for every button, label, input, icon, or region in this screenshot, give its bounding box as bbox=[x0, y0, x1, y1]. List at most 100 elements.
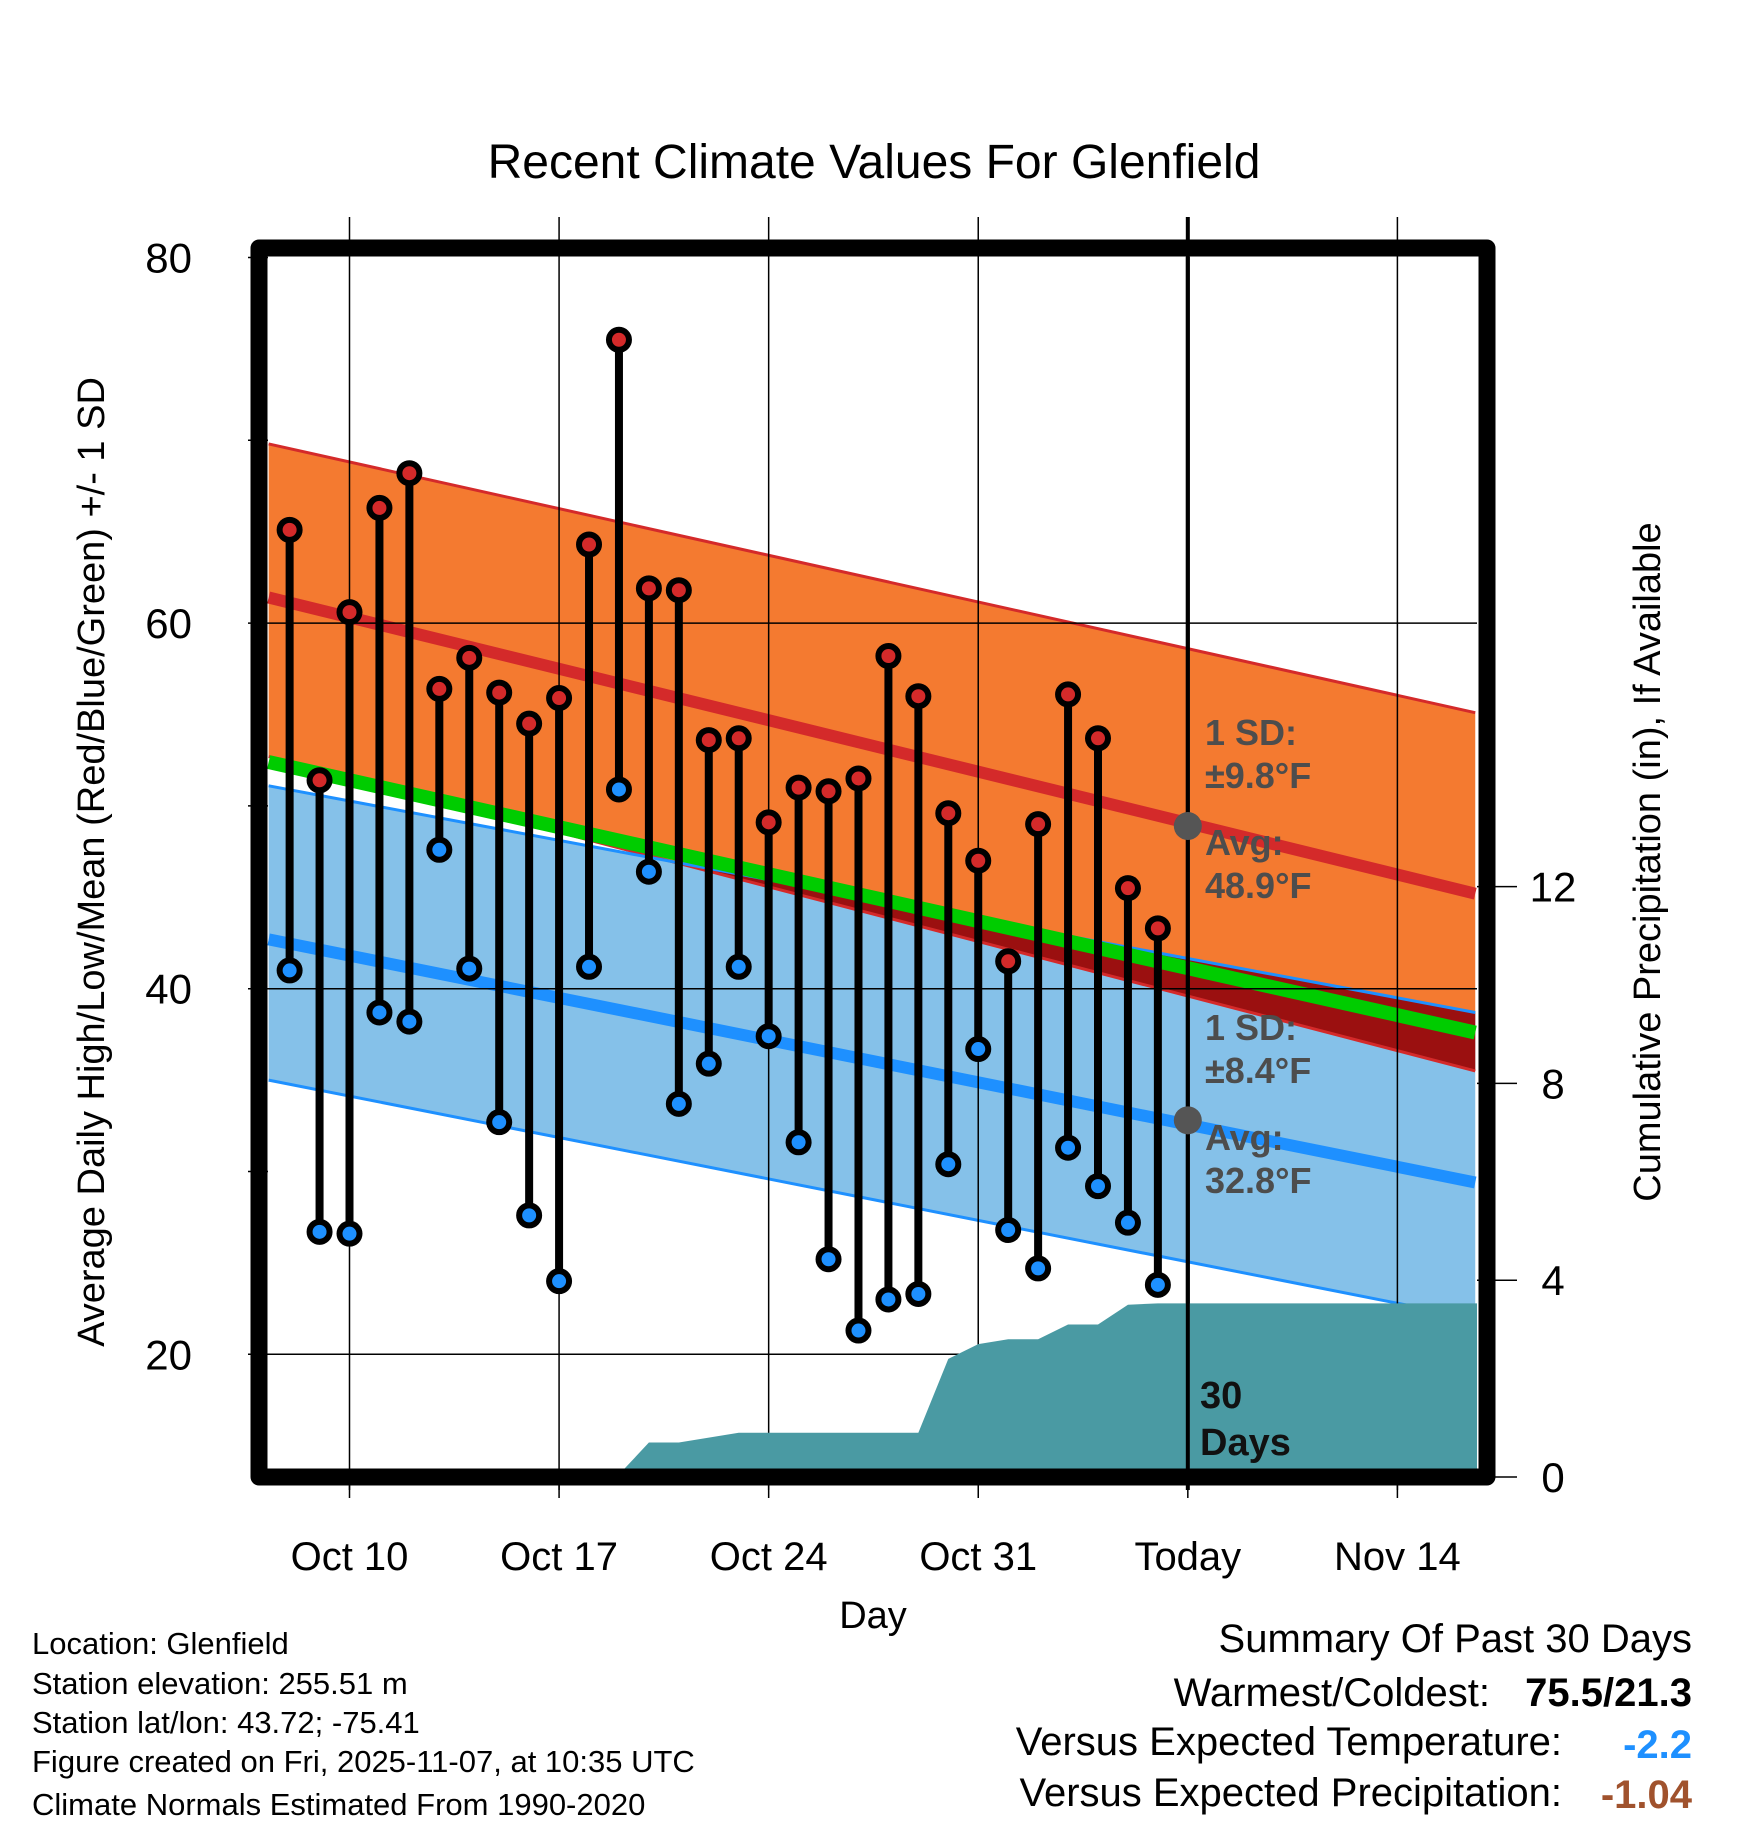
x-tick-label: Oct 10 bbox=[291, 1535, 409, 1579]
low-point bbox=[1144, 1271, 1171, 1298]
low-point bbox=[426, 836, 453, 863]
precip-fill bbox=[268, 1303, 1477, 1477]
high-point bbox=[755, 809, 782, 836]
low-point bbox=[336, 1220, 363, 1247]
info-normals: Climate Normals Estimated From 1990-2020 bbox=[32, 1787, 645, 1822]
high-point bbox=[935, 800, 962, 827]
low-point bbox=[875, 1286, 902, 1313]
high-sd-label: 1 SD: bbox=[1205, 712, 1297, 753]
low-avg-label: Avg: bbox=[1205, 1117, 1284, 1158]
annotations: 1 SD: ±9.8°F Avg: 48.9°F 1 SD: ±8.4°F Av… bbox=[1200, 712, 1311, 1464]
low-point bbox=[456, 955, 483, 982]
low-point bbox=[516, 1202, 543, 1229]
high-point bbox=[516, 710, 543, 737]
low-point bbox=[695, 1050, 722, 1077]
low-point bbox=[306, 1218, 333, 1245]
low-point bbox=[905, 1280, 932, 1307]
low-point bbox=[1025, 1255, 1052, 1282]
high-point bbox=[366, 494, 393, 521]
low-point bbox=[665, 1090, 692, 1117]
y-axis-label: Average Daily High/Low/Mean (Red/Blue/Gr… bbox=[71, 377, 113, 1347]
low-point bbox=[815, 1246, 842, 1273]
high-upper-line bbox=[268, 442, 1476, 715]
low-point bbox=[785, 1129, 812, 1156]
days-label-number: 30 bbox=[1200, 1375, 1242, 1417]
low-point bbox=[935, 1151, 962, 1178]
high-point bbox=[396, 460, 423, 487]
x-tick-label: Today bbox=[1134, 1535, 1241, 1579]
summary-warmest-value: 75.5/21.3 bbox=[1525, 1671, 1692, 1715]
high-point bbox=[336, 599, 363, 626]
summary-panel: Summary Of Past 30 Days Warmest/Coldest:… bbox=[1016, 1617, 1693, 1817]
low-point bbox=[995, 1216, 1022, 1243]
high-avg-label: Avg: bbox=[1205, 822, 1284, 863]
precip-area bbox=[268, 1303, 1477, 1477]
temperature-series bbox=[276, 257, 1202, 1470]
high-point bbox=[1114, 875, 1141, 902]
low-point bbox=[276, 957, 303, 984]
high-point bbox=[995, 948, 1022, 975]
low-point bbox=[605, 776, 632, 803]
high-sd-band bbox=[268, 443, 1476, 1071]
days-label-word: Days bbox=[1200, 1422, 1291, 1464]
y-tick-label: 20 bbox=[145, 1331, 192, 1378]
y2-tick-label: 12 bbox=[1530, 864, 1577, 911]
chart-title: Recent Climate Values For Glenfield bbox=[488, 136, 1261, 189]
low-point bbox=[1055, 1134, 1082, 1161]
high-point bbox=[546, 685, 573, 712]
y-tick-label: 80 bbox=[145, 235, 192, 282]
low-lower-line bbox=[268, 1078, 1476, 1321]
high-point bbox=[605, 326, 632, 353]
station-info: Location: Glenfield Station elevation: 2… bbox=[32, 1626, 695, 1822]
summary-precip-label: Versus Expected Precipitation: bbox=[1019, 1771, 1562, 1815]
high-point bbox=[306, 767, 333, 794]
high-point bbox=[1085, 725, 1111, 752]
axes: 20 40 60 80 0 4 8 12 Oct 10 Oct 17 Oct 24 Oct 31 Tod… bbox=[145, 235, 1576, 1580]
low-point bbox=[845, 1317, 872, 1344]
high-point bbox=[965, 847, 992, 874]
y2-tick-label: 0 bbox=[1541, 1454, 1564, 1501]
low-sd-band bbox=[268, 785, 1476, 1319]
low-sd-label: 1 SD: bbox=[1205, 1007, 1297, 1048]
x-tick-label: Oct 24 bbox=[710, 1535, 828, 1579]
low-point bbox=[396, 1008, 423, 1035]
y-tick-label: 60 bbox=[145, 600, 192, 647]
high-avg-value: 48.9°F bbox=[1205, 865, 1311, 906]
low-point bbox=[755, 1023, 782, 1050]
x-tick-label: Nov 14 bbox=[1334, 1535, 1461, 1579]
y2-axis-label: Cumulative Precipitation (in), If Availa… bbox=[1627, 522, 1669, 1201]
low-point bbox=[576, 953, 603, 980]
high-point bbox=[1144, 915, 1171, 942]
low-point bbox=[486, 1109, 513, 1136]
high-point bbox=[1025, 811, 1052, 838]
y2-tick-label: 8 bbox=[1541, 1060, 1564, 1107]
high-point bbox=[785, 774, 812, 801]
high-point bbox=[426, 675, 453, 702]
y-tick-label: 40 bbox=[145, 966, 192, 1013]
low-point bbox=[1114, 1209, 1141, 1236]
summary-title: Summary Of Past 30 Days bbox=[1219, 1617, 1692, 1661]
low-avg-value: 32.8°F bbox=[1205, 1160, 1311, 1201]
high-point bbox=[875, 643, 902, 670]
x-tick-label: Oct 31 bbox=[919, 1535, 1037, 1579]
info-elevation: Station elevation: 255.51 m bbox=[32, 1666, 408, 1701]
y2-tick-label: 4 bbox=[1541, 1257, 1564, 1304]
high-point bbox=[815, 778, 842, 805]
low-point bbox=[546, 1268, 573, 1295]
info-location: Location: Glenfield bbox=[32, 1626, 289, 1661]
plot-frame bbox=[250, 239, 1496, 1486]
info-created: Figure created on Fri, 2025-11-07, at 10… bbox=[32, 1744, 695, 1779]
high-point bbox=[276, 516, 303, 543]
high-point bbox=[486, 679, 513, 706]
low-point bbox=[965, 1036, 992, 1063]
today-high-avg-marker bbox=[1173, 812, 1202, 841]
summary-warmest-label: Warmest/Coldest: bbox=[1174, 1671, 1490, 1715]
high-point bbox=[695, 727, 722, 754]
summary-temp-label: Versus Expected Temperature: bbox=[1016, 1720, 1562, 1764]
x-tick-label: Oct 17 bbox=[500, 1535, 618, 1579]
high-point bbox=[665, 577, 692, 604]
high-point bbox=[905, 683, 932, 710]
low-point bbox=[725, 953, 752, 980]
low-point bbox=[366, 999, 393, 1026]
